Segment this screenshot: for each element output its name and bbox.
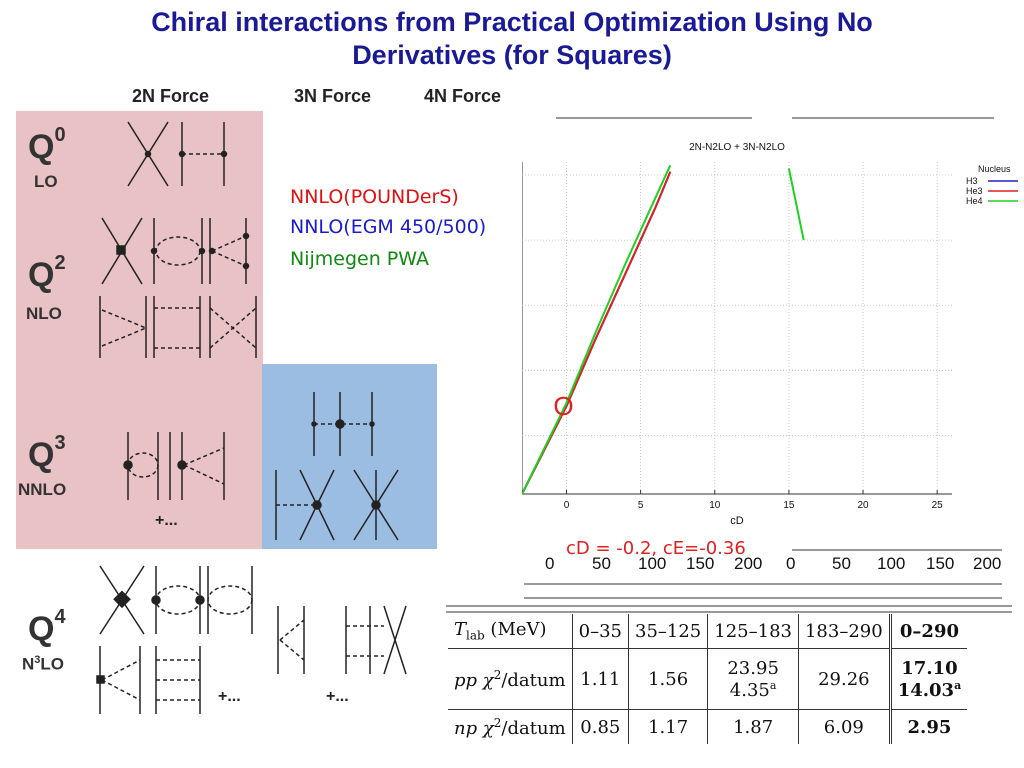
chart-legend-label-he3: He3 — [966, 186, 983, 196]
table-cell: 0.85 — [571, 709, 629, 744]
table-cell: 6.09 — [797, 709, 891, 744]
chart-x-tick-label: 5 — [638, 500, 644, 511]
nlo-bubble-diagram — [150, 218, 206, 284]
lower-tick-2: 100 — [638, 554, 667, 573]
chart-xlabel: cD — [730, 515, 744, 527]
chart-title: 2N-N2LO + 3N-N2LO — [689, 142, 785, 153]
background-lower-axis — [524, 549, 1002, 599]
chi-square-table: Tlab (MeV) 0–35 35–125 125–183 183–290 0… — [448, 614, 968, 744]
chart-x-tick-label: 10 — [709, 500, 721, 511]
lower-tick-4: 200 — [734, 554, 763, 573]
fit-parameters-note: cD = -0.2, cE=-0.36 — [566, 538, 746, 559]
threen-diagrams — [275, 392, 399, 541]
table-cell: 29.26 — [797, 648, 891, 710]
table-cell: Tlab (MeV) — [448, 614, 573, 649]
title-line-2: Derivatives (for Squares) — [352, 40, 672, 70]
col-3n-force: 3N Force — [294, 86, 372, 106]
q4-more-terms-3n: +... — [326, 688, 349, 705]
chart-series — [522, 164, 805, 495]
order-nnlo-label: NNLO — [18, 480, 67, 499]
nlo-contact-diagram — [101, 217, 143, 285]
order-nlo-label: NLO — [26, 304, 62, 323]
title-line-1: Chiral interactions from Practical Optim… — [151, 7, 873, 37]
chart-series-he4-line — [522, 164, 672, 495]
chart-legend-label-he4: He4 — [966, 196, 983, 206]
table-cell: 183–290 — [797, 614, 891, 649]
table-row-np: np χ2/datum 0.85 1.17 1.87 6.09 2.95 — [448, 709, 968, 744]
table-cell: 1.11 — [571, 648, 629, 710]
table-row-pp: pp χ2/datum 1.11 1.56 23.95 4.35a 29.26 … — [448, 648, 968, 710]
table-cell: 0–35 — [571, 614, 629, 649]
lower-tick-8: 150 — [926, 554, 955, 573]
table-cell: np χ2/datum — [454, 715, 566, 739]
nlo-box-diagrams — [99, 296, 257, 358]
table-row-header: Tlab (MeV) 0–35 35–125 125–183 183–290 0… — [448, 614, 968, 649]
table-cell: 23.95 4.35a — [707, 648, 799, 710]
lower-tick-1: 50 — [592, 554, 611, 573]
chart-series-he3-line — [522, 171, 672, 495]
table-cell: 125–183 — [707, 614, 799, 649]
table-cell: 1.17 — [627, 709, 708, 744]
table-cell-total: 2.95 — [888, 709, 968, 744]
order-q4: Q4 — [28, 606, 66, 648]
chart-x-tick-label: 20 — [857, 500, 869, 511]
lower-tick-5: 0 — [786, 554, 796, 573]
order-n3lo-label: N3LO — [22, 654, 65, 674]
table-cell: 1.87 — [707, 709, 799, 744]
n3lo-diagrams — [96, 565, 407, 714]
table-cell: 35–125 — [627, 614, 708, 649]
nlo-triangle-diagram — [208, 218, 250, 284]
order-q2: Q2 — [28, 252, 66, 294]
table-top-rules — [446, 605, 1012, 613]
lower-tick-6: 50 — [832, 554, 851, 573]
chart-x-tick-label: 15 — [783, 500, 795, 511]
legend-egm: NNLO(EGM 450/500) — [290, 216, 487, 238]
chart-x-tick-label: 0 — [564, 500, 570, 511]
q3-more-terms: +... — [155, 512, 178, 529]
order-lo-label: LO — [34, 172, 58, 191]
lower-tick-7: 100 — [877, 554, 906, 573]
order-q3: Q3 — [28, 432, 66, 474]
nnlo-diagrams — [123, 432, 225, 500]
lower-tick-0: 0 — [545, 554, 555, 573]
chart-series-he4-line — [787, 168, 805, 241]
chart-x-ticks: 0 5 10 15 20 25 — [564, 490, 943, 511]
slide-title: Chiral interactions from Practical Optim… — [0, 6, 1024, 72]
table-cell: 1.56 — [627, 648, 708, 710]
table-cell-total: 17.10 14.03a — [888, 648, 968, 710]
legend-nijmegen: Nijmegen PWA — [290, 248, 430, 270]
chart-selected-point-marker: O — [553, 391, 573, 421]
col-4n-force: 4N Force — [424, 86, 502, 106]
order-q0: Q0 — [28, 124, 66, 166]
chart-grid — [522, 162, 952, 495]
cd-line-chart: 2N-N2LO + 3N-N2LO 0 5 10 15 20 25 cD O Nucleu… — [522, 142, 1018, 527]
col-2n-force: 2N Force — [132, 86, 210, 106]
chart-legend-title: Nucleus — [978, 164, 1011, 174]
lower-tick-9: 200 — [973, 554, 1002, 573]
table-cell: pp χ2/datum — [448, 648, 573, 710]
lo-contact-diagram — [127, 121, 169, 187]
chart-legend-label-h3: H3 — [966, 176, 978, 186]
chart-x-tick-label: 25 — [932, 500, 944, 511]
background-plot-top-edge — [556, 117, 994, 119]
table-cell-total: 0–290 — [888, 614, 968, 649]
three-n-panel — [262, 364, 437, 549]
legend-pounders: NNLO(POUNDerS) — [290, 186, 459, 208]
lo-ope-diagram — [178, 122, 228, 186]
feynman-diagrams — [96, 121, 407, 714]
lower-tick-3: 150 — [686, 554, 715, 573]
q4-more-terms-2n: +... — [218, 688, 241, 705]
